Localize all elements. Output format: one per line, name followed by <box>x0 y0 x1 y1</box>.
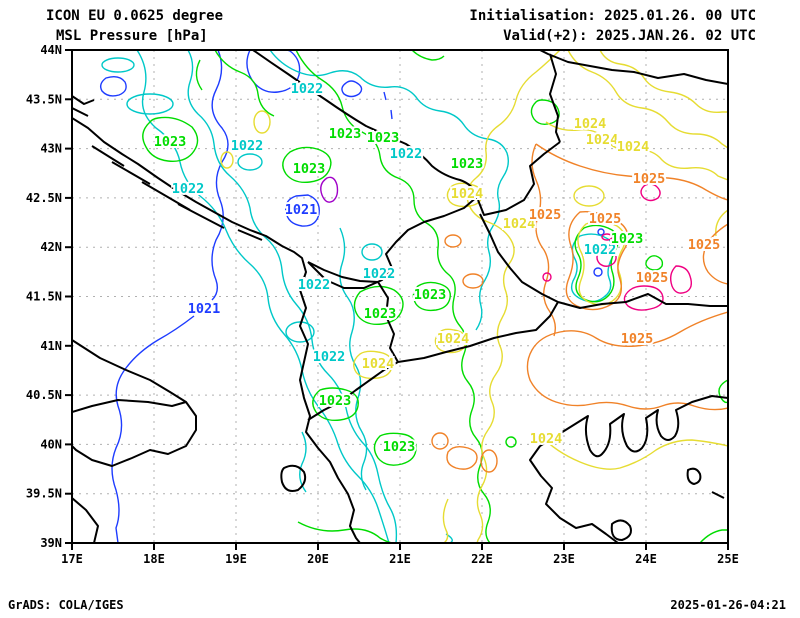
contour-label: 1022 <box>172 181 205 197</box>
contour-label: 1024 <box>530 431 563 447</box>
coastlines-and-borders <box>72 50 728 543</box>
grads-credit: GrADS: COLA/IGES <box>8 598 124 612</box>
isobar-1024 <box>220 50 728 543</box>
adriatic-coastline <box>72 117 361 543</box>
contour-label: 1023 <box>319 393 352 409</box>
albania-borders <box>307 261 399 421</box>
contour-label: 1022 <box>390 146 423 162</box>
lon-tick-label: 23E <box>553 552 575 566</box>
drina-border <box>307 195 479 289</box>
isobar-1025 <box>431 143 728 473</box>
thasos-island <box>610 519 632 541</box>
contour-label: 1024 <box>437 331 470 347</box>
contour-label: 1025 <box>589 211 622 227</box>
istria-coast <box>72 95 95 117</box>
contour-label: 1022 <box>298 277 331 293</box>
contour-label: 1023 <box>364 306 397 322</box>
contour-label: 1022 <box>584 242 617 258</box>
contour-label: 1025 <box>633 171 666 187</box>
bulgaria-greece-border <box>557 293 728 309</box>
sava-border <box>252 50 479 197</box>
isobar-1022 <box>101 50 615 543</box>
lat-tick-label: 42N <box>40 240 62 254</box>
axis-ticks <box>65 49 729 550</box>
contour-label: 1024 <box>362 356 395 372</box>
lon-tick-label: 17E <box>61 552 83 566</box>
contour-label: 1021 <box>285 202 318 218</box>
isobar-1020 <box>320 176 339 203</box>
lat-tick-label: 39N <box>40 536 62 550</box>
lon-tick-label: 21E <box>389 552 411 566</box>
contour-label: 1024 <box>586 132 619 148</box>
creation-timestamp: 2025-01-26-04:21 <box>670 598 786 612</box>
contour-label: 1025 <box>529 207 562 223</box>
contour-label: 1022 <box>291 81 324 97</box>
lon-tick-label: 19E <box>225 552 247 566</box>
valid-time: Valid(+2): 2025.JAN.26. 02 UTC <box>503 28 756 44</box>
axis-labels: 44N 43.5N 43N 42.5N 42N 41.5N 41N 40.5N 40N 39.5N… <box>26 43 739 566</box>
field-title: MSL Pressure [hPa] <box>56 28 208 44</box>
contour-label: 1023 <box>611 231 644 247</box>
lon-tick-label: 24E <box>635 552 657 566</box>
lon-tick-label: 20E <box>307 552 329 566</box>
lat-tick-label: 41N <box>40 339 62 353</box>
lat-tick-label: 42.5N <box>26 191 62 205</box>
model-title: ICON EU 0.0625 degree <box>46 8 224 24</box>
isobar-contours <box>99 50 728 543</box>
contour-label: 1025 <box>688 237 721 253</box>
time-block: Initialisation: 2025.01.26. 00 UTC Valid… <box>469 6 756 46</box>
contour-label: 1022 <box>313 349 346 365</box>
italy-coast <box>72 339 197 543</box>
contour-label: 1022 <box>363 266 396 282</box>
contour-label: 1023 <box>329 126 362 142</box>
lat-tick-label: 44N <box>40 43 62 57</box>
macedonia-greece-border <box>397 301 559 363</box>
contour-label: 1024 <box>451 186 484 202</box>
lat-tick-label: 40.5N <box>26 388 62 402</box>
title-block: ICON EU 0.0625 degree MSL Pressure [hPa] <box>46 6 223 46</box>
contour-label: 1023 <box>154 134 187 150</box>
isobar-1021 <box>99 50 605 543</box>
lat-tick-label: 43.5N <box>26 92 62 106</box>
dalmatian-islands <box>91 145 263 241</box>
contour-label: 1024 <box>503 216 536 232</box>
danube-border <box>539 50 728 143</box>
lat-tick-label: 40N <box>40 437 62 451</box>
aegean-islands <box>686 467 725 499</box>
contour-label: 1023 <box>367 130 400 146</box>
lon-tick-label: 25E <box>717 552 739 566</box>
serbia-bulgaria-border <box>477 141 561 303</box>
lat-tick-label: 39.5N <box>26 487 62 501</box>
contour-label: 1023 <box>451 156 484 172</box>
lat-tick-label: 41.5N <box>26 290 62 304</box>
contour-label: 1023 <box>293 161 326 177</box>
chalkidiki-coast <box>529 395 728 543</box>
contour-label: 1025 <box>621 331 654 347</box>
contour-label: 1022 <box>231 138 264 154</box>
contour-labels: 1021 1021 1022 1022 1022 1022 1022 1022 1022 1022… <box>152 79 723 457</box>
contour-label: 1024 <box>617 139 650 155</box>
contour-label: 1023 <box>383 439 416 455</box>
lon-tick-label: 22E <box>471 552 493 566</box>
contour-label: 1021 <box>188 301 221 317</box>
corfu-island <box>280 464 307 492</box>
contour-label: 1024 <box>574 116 607 132</box>
contour-label: 1025 <box>636 270 669 286</box>
contour-label: 1023 <box>414 287 447 303</box>
lat-tick-label: 43N <box>40 142 62 156</box>
lon-tick-label: 18E <box>143 552 165 566</box>
init-time: Initialisation: 2025.01.26. 00 UTC <box>469 8 756 24</box>
